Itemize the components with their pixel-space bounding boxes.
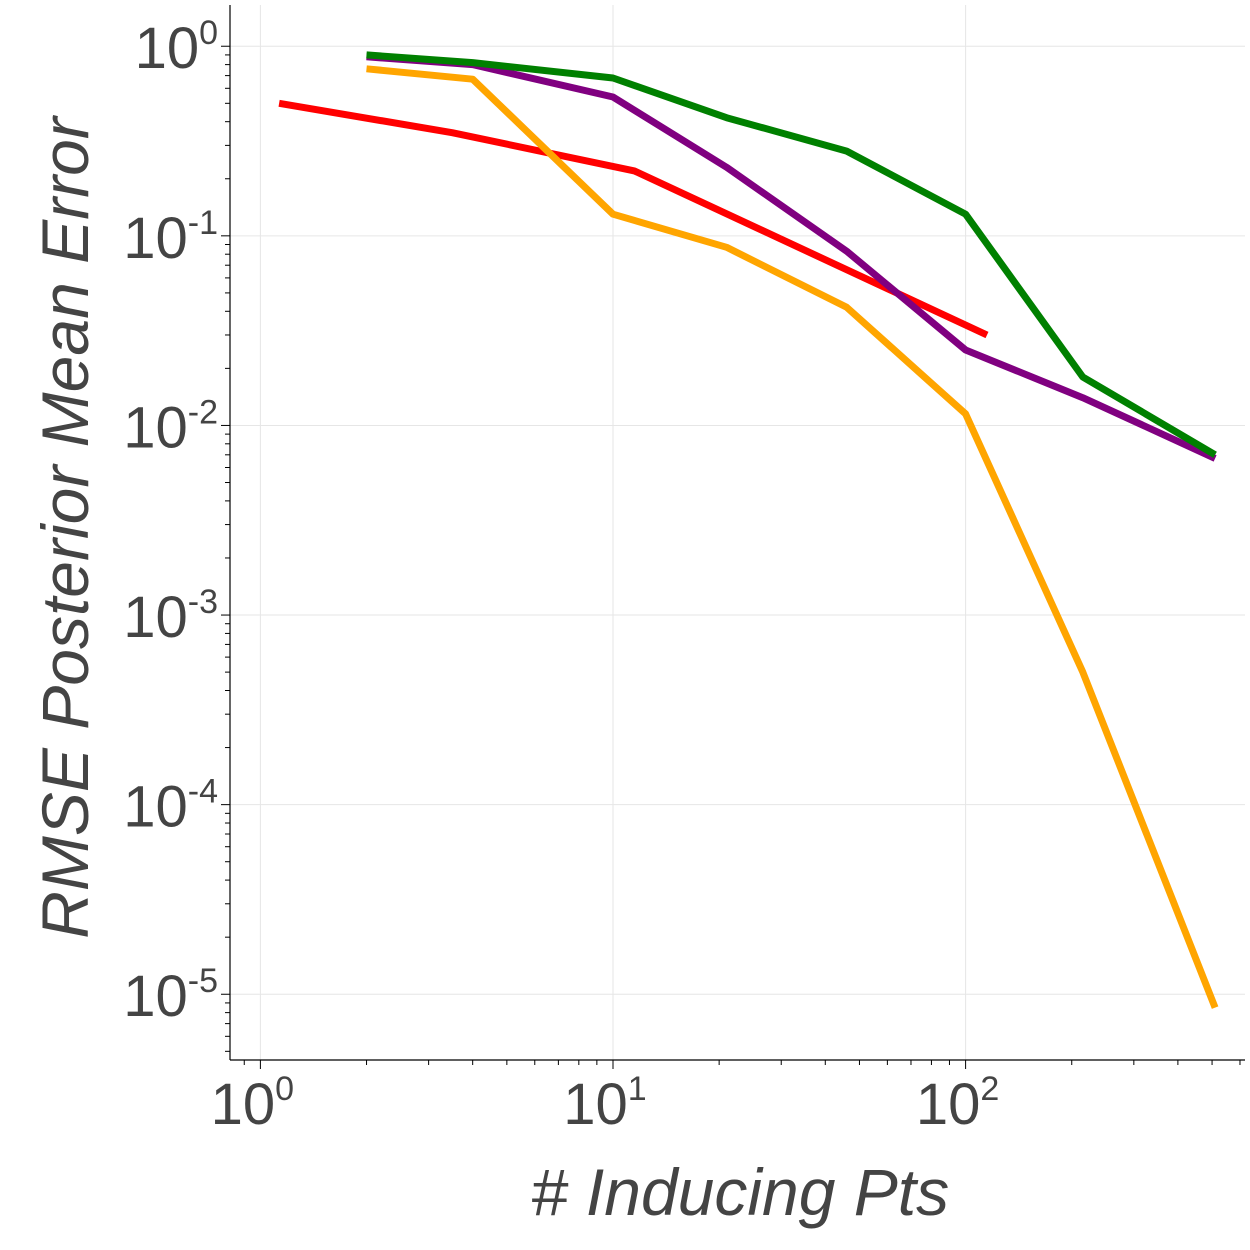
y-tick-base: 10	[123, 585, 188, 650]
axes	[221, 5, 1245, 1069]
y-tick-label: 10-3	[123, 583, 218, 650]
y-tick-exponent: -2	[188, 393, 218, 431]
y-tick-exponent: -1	[188, 204, 218, 242]
y-tick-base: 10	[123, 775, 188, 840]
grid-lines	[230, 5, 1245, 1060]
y-tick-label: 10-2	[123, 393, 218, 460]
x-tick-exponent: 1	[628, 1070, 647, 1108]
x-tick-base: 10	[916, 1072, 981, 1137]
y-tick-label: 100	[135, 14, 218, 81]
y-tick-base: 10	[135, 16, 200, 81]
y-tick-label: 10-4	[123, 773, 218, 840]
x-axis-title: # Inducing Pts	[531, 1155, 949, 1229]
y-axis-title: RMSE Posterior Mean Error	[28, 114, 102, 939]
y-tick-exponent: -3	[188, 583, 218, 621]
y-tick-base: 10	[123, 964, 188, 1029]
y-tick-base: 10	[123, 206, 188, 271]
x-tick-label: 101	[563, 1070, 646, 1137]
series-lines	[278, 51, 1219, 1009]
y-tick-exponent: -5	[188, 962, 218, 1000]
x-tick-label: 102	[916, 1070, 999, 1137]
y-tick-exponent: 0	[199, 14, 218, 52]
y-tick-label: 10-5	[123, 962, 218, 1029]
x-tick-label: 100	[211, 1070, 294, 1137]
x-tick-base: 10	[563, 1072, 628, 1137]
series-line-orange	[366, 65, 1219, 1009]
y-tick-exponent: -4	[188, 773, 218, 811]
y-tick-label: 10-1	[123, 204, 218, 271]
y-tick-base: 10	[123, 395, 188, 460]
series-line-green	[366, 51, 1217, 458]
x-tick-exponent: 0	[275, 1070, 294, 1108]
x-tick-base: 10	[211, 1072, 276, 1137]
x-tick-exponent: 2	[980, 1070, 999, 1108]
series-line-purple	[366, 53, 1217, 462]
